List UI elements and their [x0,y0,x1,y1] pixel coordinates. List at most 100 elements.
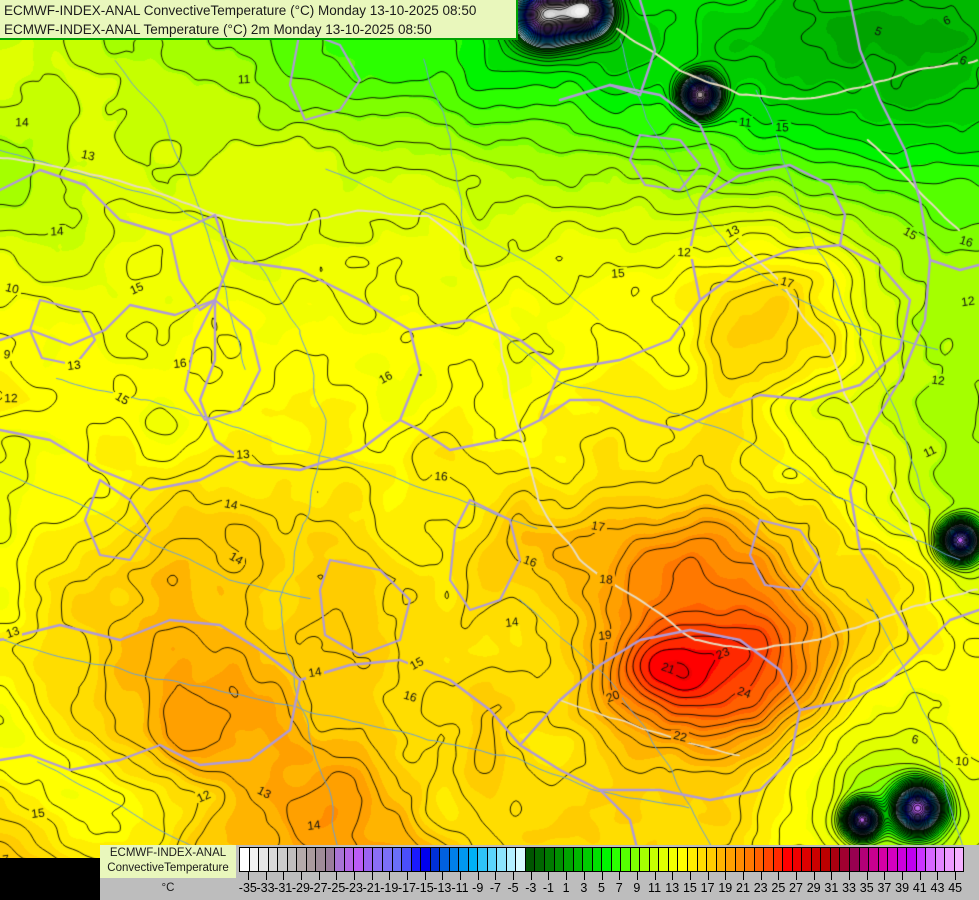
colorbar-tick-label: 31 [824,881,839,895]
colorbar-swatch [525,848,536,871]
colorbar-tick-label: -21 [362,881,381,895]
colorbar-tick-label: 1 [562,881,570,895]
colorbar-tick-label: -33 [256,881,275,895]
colorbar-swatch [916,848,927,871]
colorbar-tick [831,872,833,880]
colorbar-swatch [935,848,946,871]
colorbar-tick-label: 9 [633,881,641,895]
colorbar-swatch [392,848,403,871]
colorbar-swatch [516,848,526,871]
colorbar-swatch [249,848,260,871]
colorbar-swatch [735,848,746,871]
colorbar-tick-label: 13 [665,881,680,895]
colorbar-swatch [535,848,545,871]
colorbar-swatch [859,848,870,871]
colorbar-tick-label: -35 [238,881,257,895]
colorbar-tick [265,872,267,880]
colorbar-swatch [802,848,812,871]
colorbar-tick [636,872,638,880]
colorbar-tick [796,872,797,880]
colorbar-tick-label: 29 [806,881,821,895]
colorbar-tick-label: -3 [525,881,537,895]
colorbar-tick-label: 3 [580,881,588,895]
colorbar-tick [707,872,709,880]
colorbar-swatch [240,848,250,871]
colorbar-tick-label: -1 [542,881,554,895]
colorbar-swatch [411,848,422,871]
colorbar-tick-label: 39 [895,881,910,895]
colorbar-tick-label: 25 [771,881,786,895]
colorbar-swatch [487,848,498,871]
colorbar-tick-label: -19 [380,881,399,895]
colorbar-swatch [602,848,612,871]
colorbar-swatch [745,848,755,871]
colorbar-tick [530,872,532,880]
legend-model-label: ECMWF-INDEX-ANAL [109,847,227,859]
colorbar-swatch [335,848,345,871]
colorbar-tick [300,872,302,880]
colorbar-swatch [888,848,898,871]
colorbar-tick-label: 19 [718,881,733,895]
colorbar-tick-label: -31 [274,881,293,895]
colorbar-tick [760,872,762,880]
colorbar-swatch [430,848,441,871]
colorbar-tick [689,872,691,880]
colorbar-swatch [764,848,774,871]
colorbar-swatch [382,848,393,871]
colorbar-tick [424,872,426,880]
colorbar-tick [619,872,621,880]
colorbar-swatch [440,848,450,871]
colorbar-tick [919,872,921,880]
colorbar-tick-label: -13 [433,881,452,895]
colorbar-swatch [678,848,688,871]
colorbar-tick [406,872,408,880]
colorbar-tick-label: 43 [930,881,945,895]
map-sea-area [0,858,100,900]
colorbar-tick [548,872,550,880]
colorbar-tick-label: -15 [415,881,434,895]
colorbar-swatch [545,848,555,871]
colorbar-tick [353,872,355,880]
colorbar-swatch [506,848,517,871]
colorbar-tick-label: -17 [397,881,417,895]
colorbar-tick-label: 17 [700,881,715,895]
colorbar-tick [654,872,656,880]
colorbar-swatch [726,848,736,871]
title-line-temperature-2m: ECMWF-INDEX-ANAL Temperature (°C) 2m Mon… [4,22,432,37]
colorbar-swatch [592,848,603,871]
colorbar-tick-label: -27 [309,881,328,895]
colorbar-swatch [287,848,298,871]
colorbar-tick [937,872,939,880]
colorbar-tick-label: 5 [598,881,605,895]
colorbar-swatch [354,848,364,871]
colorbar-tick-label: -5 [507,881,519,895]
colorbar-swatch [687,848,698,871]
colorbar-swatch [402,848,412,871]
colorbar-tick-labels: -35 -33 -31 -29 -27 -25 -23 -21 -19 -17 -15 -13 -11-… [239,879,964,899]
colorbar-tick [672,872,674,880]
colorbar-swatch [830,848,841,871]
colorbar-swatch [297,848,307,871]
colorbar-tick-label: 33 [842,881,856,895]
colorbar-swatch [668,848,679,871]
colorbar-tick [866,872,868,880]
colorbar-tick [318,872,320,880]
colorbar-tick-label: -7 [489,881,501,895]
colorbar-tick [902,872,904,880]
colorbar-tick-label: 41 [912,881,927,895]
colorbar-swatch [363,848,374,871]
colorbar-swatch [783,848,793,871]
colorbar-swatch [259,848,269,871]
colorbar-tick-label: -25 [327,881,346,895]
legend-title-box: ECMWF-INDEX-ANAL ConvectiveTemperature [100,845,236,878]
colorbar-ticks [239,872,964,880]
colorbar-swatch [278,848,288,871]
colorbar-swatch [583,848,593,871]
colorbar-tick-label: 37 [877,881,892,895]
map-title-box: ECMWF-INDEX-ANAL ConvectiveTemperature (… [0,0,518,40]
colorbar[interactable] [239,847,964,872]
colorbar-tick [583,872,585,880]
colorbar-tick [778,872,780,880]
